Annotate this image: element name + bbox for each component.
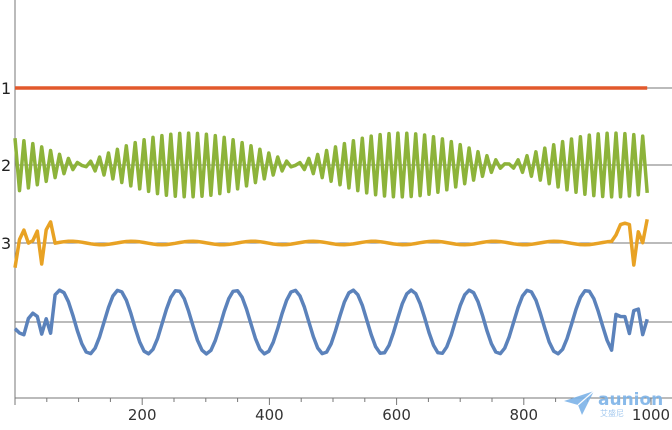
- series-lines: [13, 86, 649, 356]
- watermark-subtext: 艾盛尼: [600, 408, 624, 418]
- x-tick-label: 600: [382, 406, 411, 424]
- x-tick-label: 800: [509, 406, 538, 424]
- watermark-text: aunion: [598, 390, 663, 410]
- series-line-unlabeled: [13, 288, 649, 356]
- x-tick-label: 200: [128, 406, 157, 424]
- series-label: 2: [1, 156, 11, 175]
- series-label: 1: [1, 79, 11, 98]
- watermark: aunion 艾盛尼: [564, 390, 663, 418]
- series-line-3: [13, 218, 649, 268]
- series-baselines: [15, 87, 672, 323]
- x-ticks: 200 400 600 800 1000: [14, 398, 670, 424]
- series-label: 3: [1, 234, 11, 253]
- x-tick-label: 400: [255, 406, 284, 424]
- series-labels: 1 2 3: [1, 79, 11, 253]
- x-tick-label: 1000: [632, 406, 670, 424]
- series-line-2: [13, 131, 649, 199]
